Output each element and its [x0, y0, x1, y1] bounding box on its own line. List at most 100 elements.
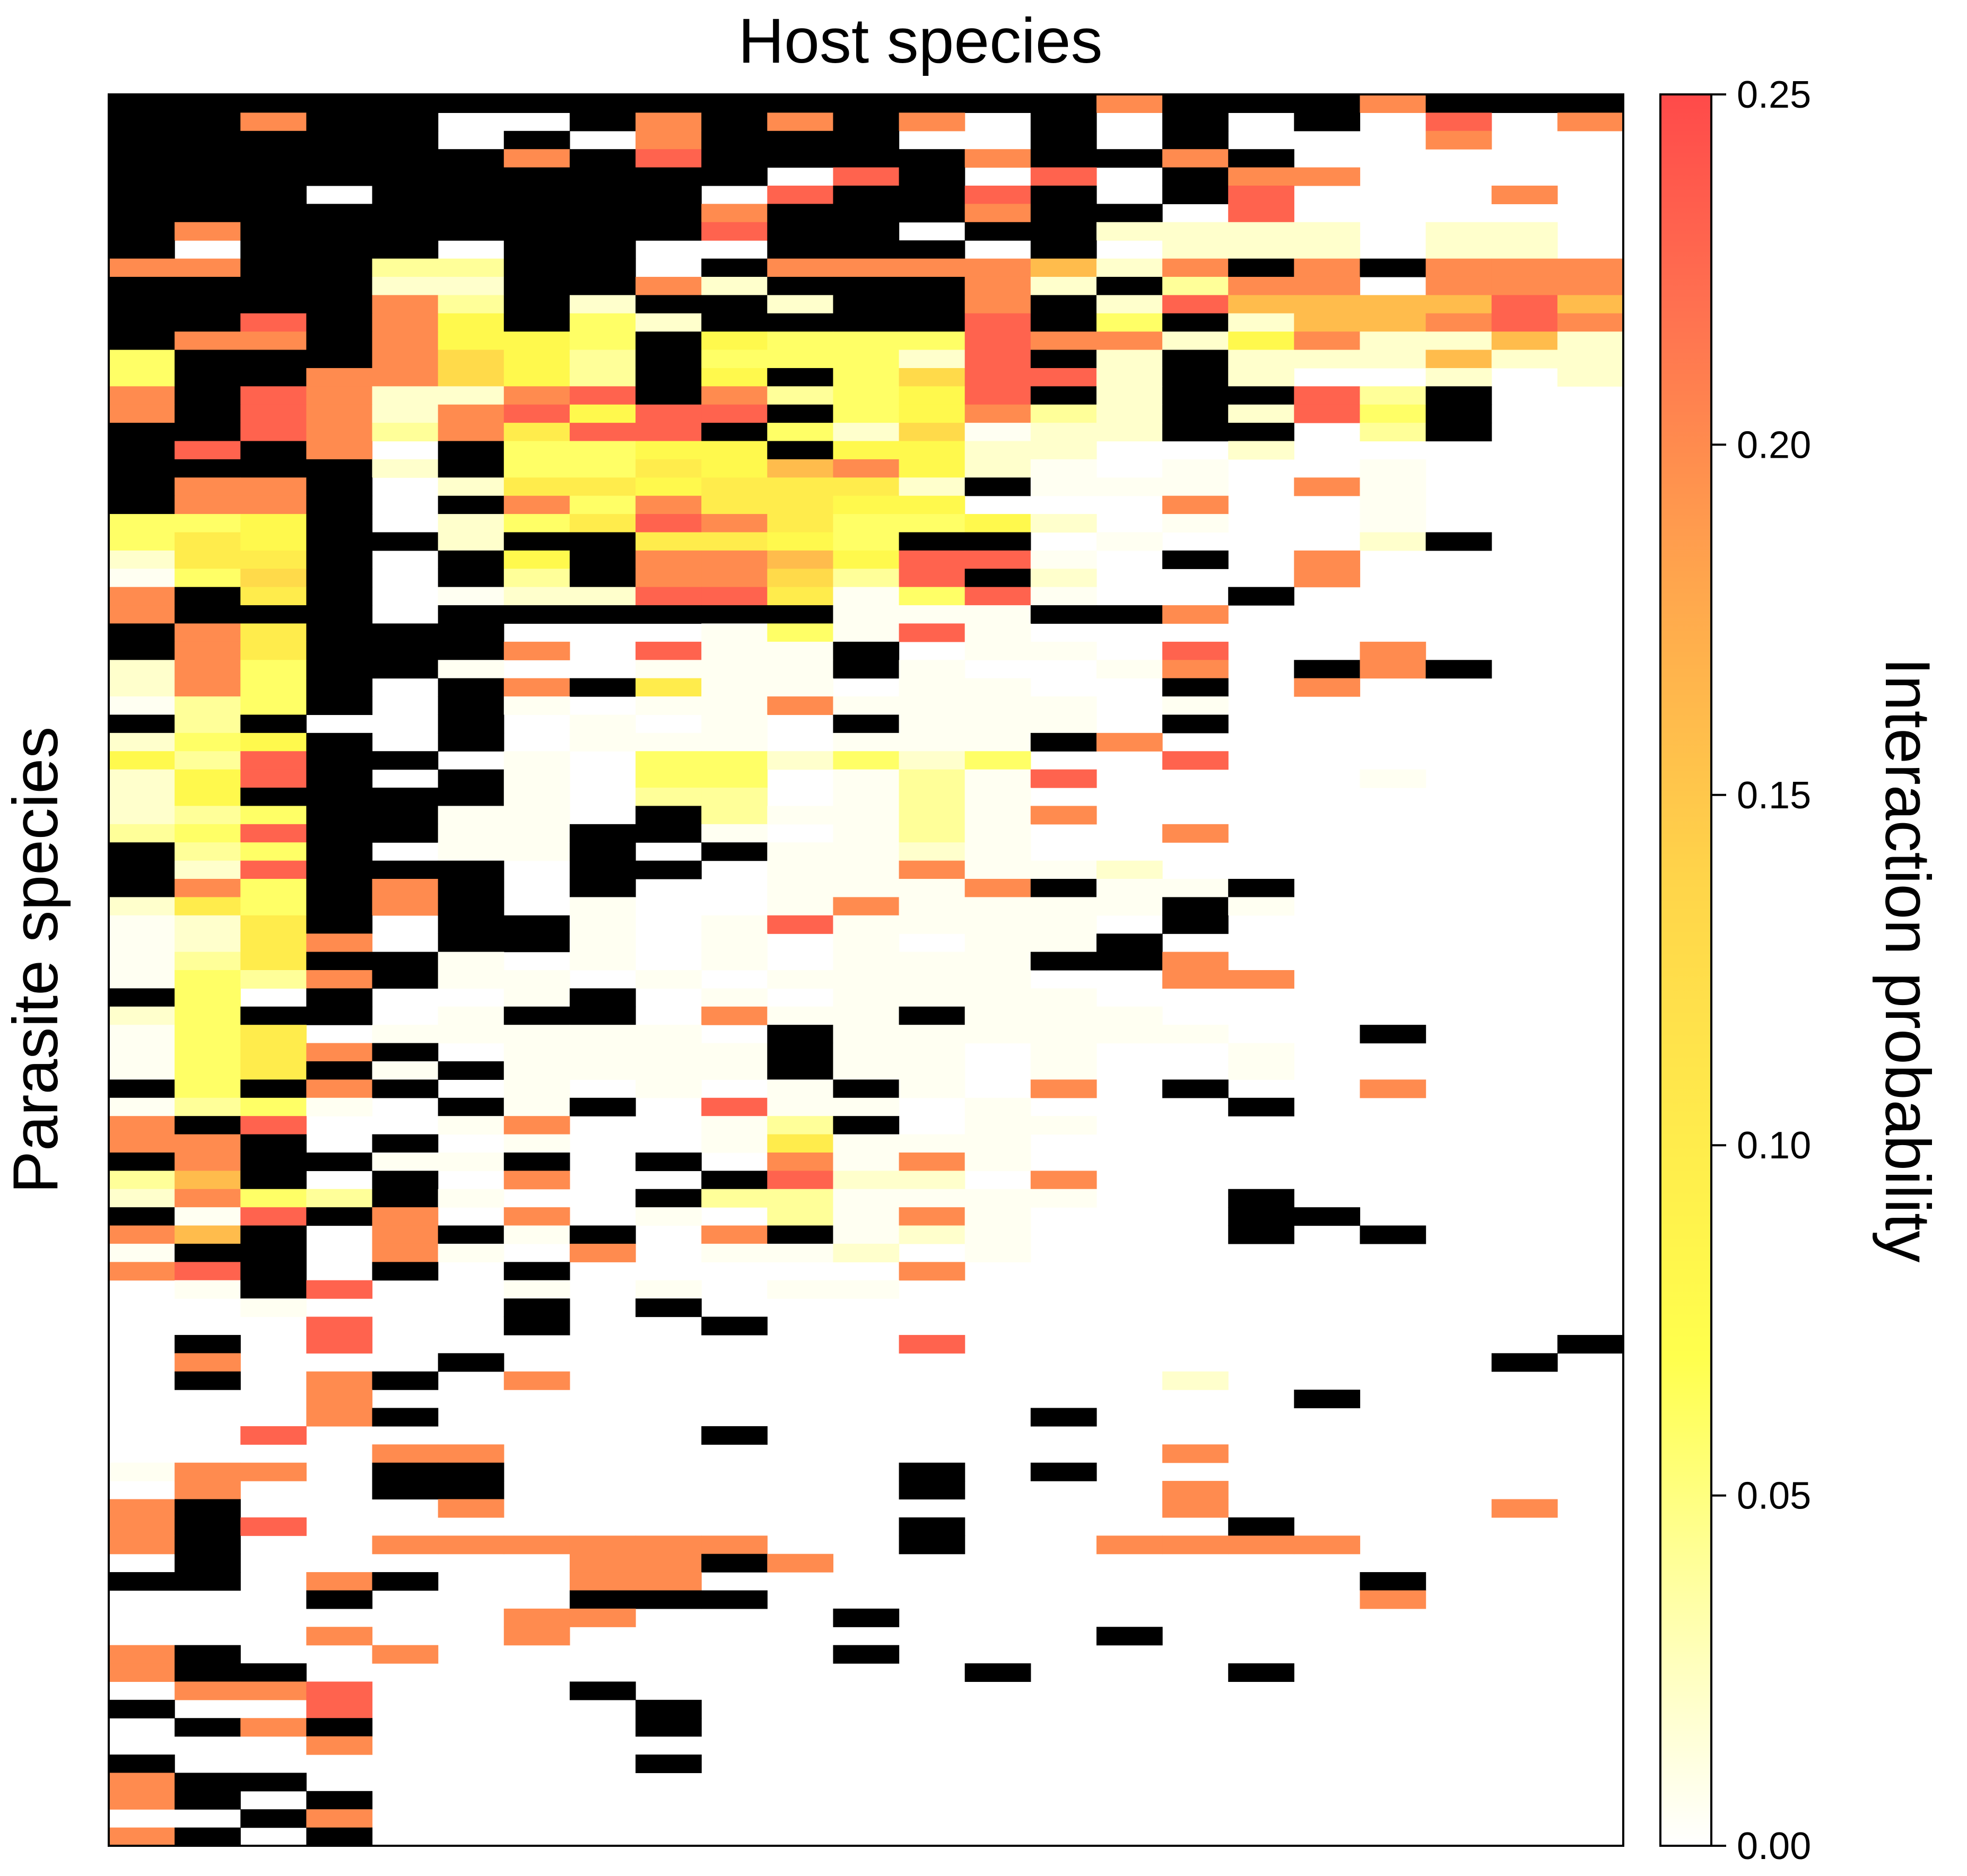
heatmap-cell	[1294, 222, 1361, 241]
heatmap-cell	[767, 550, 834, 569]
observed-interaction-cell	[240, 1663, 307, 1682]
heatmap-cell	[899, 915, 965, 934]
heatmap-cell	[899, 1025, 965, 1044]
heatmap-cell	[438, 842, 504, 861]
observed-interaction-cell	[503, 915, 570, 934]
heatmap-cell	[636, 678, 702, 697]
observed-interaction-cell	[767, 94, 834, 113]
heatmap-cell	[1557, 368, 1624, 387]
heatmap-cell	[964, 331, 1031, 351]
heatmap-cell	[1162, 240, 1229, 259]
heatmap-cell	[899, 732, 965, 752]
heatmap-cell	[175, 806, 241, 825]
heatmap-cell	[1360, 386, 1426, 405]
heatmap-cell	[1030, 714, 1097, 734]
heatmap-cell	[109, 696, 175, 716]
heatmap-cell	[438, 806, 504, 825]
observed-interaction-cell	[1425, 532, 1492, 551]
heatmap-cell	[636, 130, 702, 150]
heatmap-cell	[569, 933, 636, 953]
heatmap-cell	[109, 897, 175, 916]
observed-interaction-cell	[964, 222, 1031, 241]
observed-interaction-cell	[306, 842, 373, 861]
observed-interaction-cell	[306, 769, 373, 788]
observed-interaction-cell	[701, 149, 768, 168]
heatmap-cell	[438, 660, 504, 679]
observed-interaction-cell	[240, 1262, 307, 1281]
heatmap-cell	[833, 1025, 900, 1044]
heatmap-cell	[701, 459, 768, 478]
heatmap-cell	[1491, 295, 1558, 314]
heatmap-cell	[1162, 605, 1229, 624]
heatmap-cell	[175, 751, 241, 770]
observed-interaction-cell	[372, 185, 439, 204]
heatmap-cell	[833, 915, 900, 934]
heatmap-cell	[1294, 313, 1361, 332]
observed-interaction-cell	[1096, 952, 1163, 971]
observed-interaction-cell	[833, 185, 900, 204]
observed-interaction-cell	[503, 1006, 570, 1025]
heatmap-cell	[1425, 222, 1492, 241]
observed-interaction-cell	[899, 295, 965, 314]
observed-interaction-cell	[306, 1827, 373, 1846]
heatmap-cell	[175, 952, 241, 971]
heatmap-cell	[1096, 1535, 1163, 1555]
heatmap-cell	[569, 732, 636, 752]
heatmap-cell	[240, 1116, 307, 1135]
heatmap-cell	[1030, 550, 1097, 569]
observed-interaction-cell	[175, 605, 241, 624]
heatmap-cell	[569, 1608, 636, 1627]
y-axis-label: Parasite species	[0, 727, 71, 1193]
observed-interaction-cell	[306, 331, 373, 351]
heatmap-cell	[372, 404, 439, 423]
observed-interaction-cell	[109, 1699, 175, 1718]
heatmap-cell	[701, 732, 768, 752]
heatmap-cell	[1162, 1444, 1229, 1463]
heatmap-cell	[175, 1189, 241, 1208]
heatmap-cell	[1030, 1025, 1097, 1044]
colorbar-tick-label: 0.05	[1737, 1475, 1811, 1517]
heatmap-cell	[372, 1152, 439, 1171]
heatmap-cell	[701, 714, 768, 734]
heatmap-cell	[175, 1462, 241, 1481]
observed-interaction-cell	[701, 112, 768, 132]
observed-interaction-cell	[372, 532, 439, 551]
heatmap-cell	[569, 1243, 636, 1262]
heatmap-cell	[701, 660, 768, 679]
heatmap-cell	[1030, 331, 1097, 351]
heatmap-cell	[109, 1827, 175, 1846]
observed-interaction-cell	[1294, 1207, 1361, 1226]
observed-interaction-cell	[306, 514, 373, 533]
colorbar-label: Interaction probability	[1872, 658, 1943, 1263]
observed-interaction-cell	[569, 94, 636, 113]
heatmap-cell	[1162, 1025, 1229, 1044]
heatmap-cell	[964, 276, 1031, 295]
heatmap-cell	[636, 477, 702, 496]
heatmap-cell	[701, 569, 768, 588]
heatmap-cell	[701, 1006, 768, 1025]
heatmap-cell	[833, 386, 900, 405]
observed-interaction-cell	[1096, 933, 1163, 953]
observed-interaction-cell	[372, 1462, 439, 1481]
heatmap-cell	[899, 988, 965, 1007]
heatmap-cell	[1228, 1043, 1294, 1062]
heatmap-cell	[503, 368, 570, 387]
observed-interaction-cell	[569, 842, 636, 861]
heatmap-cell	[1030, 569, 1097, 588]
observed-interaction-cell	[175, 423, 241, 442]
heatmap-cell	[109, 1043, 175, 1062]
heatmap-cell	[1030, 276, 1097, 295]
heatmap-cell	[767, 970, 834, 989]
observed-interaction-cell	[503, 167, 570, 186]
heatmap-cell	[306, 1408, 373, 1427]
observed-interaction-cell	[109, 331, 175, 351]
observed-interaction-cell	[175, 185, 241, 204]
heatmap-cell	[372, 897, 439, 916]
heatmap-cell	[701, 222, 768, 241]
heatmap-cell	[1360, 769, 1426, 788]
observed-interaction-cell	[636, 204, 702, 223]
observed-interaction-cell	[833, 276, 900, 295]
heatmap-cell	[1360, 423, 1426, 442]
observed-interaction-cell	[636, 331, 702, 351]
heatmap-cell	[306, 423, 373, 442]
